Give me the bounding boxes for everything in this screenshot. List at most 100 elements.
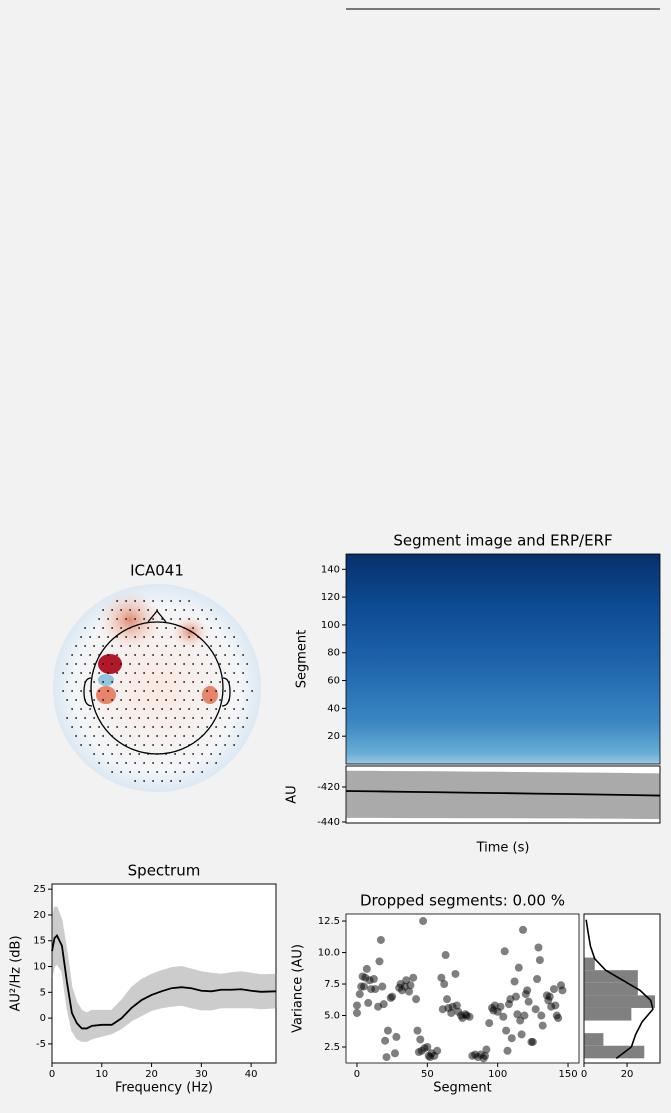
sensor [116, 762, 119, 764]
scatter-point [558, 986, 567, 995]
sensor [233, 744, 236, 746]
sensor [201, 753, 204, 755]
sensor [183, 609, 186, 611]
sensor [116, 600, 119, 602]
scatter-point [423, 1043, 432, 1052]
sensor [134, 618, 137, 620]
sensor [183, 627, 186, 629]
sensor [170, 654, 173, 656]
sensor [93, 645, 96, 647]
segment-image [346, 554, 660, 764]
topo-blob [96, 686, 116, 704]
sensor [98, 708, 101, 710]
sensor [183, 663, 186, 665]
sensor [179, 672, 182, 674]
sensor [201, 681, 204, 683]
scatter-point [419, 917, 428, 926]
sensor [111, 681, 114, 683]
y-axis-label: Variance (AU) [291, 944, 306, 1033]
sensor [165, 699, 168, 701]
sensor [125, 654, 128, 656]
sensor [170, 780, 173, 782]
sensor [116, 744, 119, 746]
sensor [147, 627, 150, 629]
scatter-point [510, 977, 519, 986]
scatter-point [545, 992, 554, 1001]
y-tick-label: 12.5 [318, 916, 340, 927]
sensor [224, 690, 227, 692]
sensor [93, 681, 96, 683]
sensor [179, 762, 182, 764]
sensor [80, 690, 83, 692]
topo-blob [98, 674, 114, 686]
sensor [89, 672, 92, 674]
sensor [170, 690, 173, 692]
y-tick-label: 15 [33, 936, 46, 947]
y-tick-label: 20 [33, 910, 46, 921]
sensor [84, 681, 87, 683]
sensor [206, 672, 209, 674]
x-tick-label: 0 [49, 1069, 55, 1080]
sensor [129, 609, 132, 611]
sensor [219, 627, 222, 629]
sensor [129, 681, 132, 683]
sensor [111, 699, 114, 701]
scatter-point [511, 992, 520, 1001]
scatter-point [405, 987, 414, 996]
scatter-point [378, 982, 387, 991]
y-tick-label: 40 [327, 703, 340, 714]
sensor [84, 663, 87, 665]
sensor [161, 690, 164, 692]
y-tick-label: 140 [321, 564, 340, 575]
sensor [89, 690, 92, 692]
sensor [228, 699, 231, 701]
sensor [210, 735, 213, 737]
sensor [188, 654, 191, 656]
scatter-point [447, 1008, 456, 1017]
sensor [197, 726, 200, 728]
sensor [98, 672, 101, 674]
scatter-point [520, 1011, 529, 1020]
ear [83, 677, 93, 707]
sensor [120, 645, 123, 647]
sensor [89, 726, 92, 728]
sensor [246, 699, 249, 701]
sensor [174, 627, 177, 629]
sensor [75, 645, 78, 647]
x-tick-label: 100 [488, 1069, 507, 1080]
scatter-point [551, 1001, 560, 1010]
sensor [246, 681, 249, 683]
scatter-point [524, 997, 533, 1006]
sensor [62, 672, 65, 674]
sensor [188, 600, 191, 602]
sensor [174, 609, 177, 611]
sensor [147, 699, 150, 701]
sensor [183, 645, 186, 647]
sensor [156, 645, 159, 647]
sensor [197, 672, 200, 674]
sensor [116, 690, 119, 692]
sensor [134, 780, 137, 782]
sensor [75, 699, 78, 701]
sensor [170, 600, 173, 602]
sensor [170, 762, 173, 764]
sensor [165, 609, 168, 611]
sensor [102, 681, 105, 683]
nose [147, 609, 167, 623]
sensor [66, 717, 69, 719]
sensor [197, 690, 200, 692]
scatter-point [451, 969, 460, 978]
sensor [102, 753, 105, 755]
sensor [93, 663, 96, 665]
sensor [111, 627, 114, 629]
sensor [138, 609, 141, 611]
sensor [156, 699, 159, 701]
topo-blob [98, 590, 162, 650]
sensor [143, 708, 146, 710]
scatter-point [352, 1001, 361, 1010]
sensor [134, 744, 137, 746]
sensor [192, 645, 195, 647]
scatter-point [437, 973, 446, 982]
sensor [179, 744, 182, 746]
